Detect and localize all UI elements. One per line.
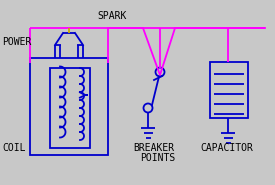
Text: POWER: POWER [2,37,31,47]
Bar [210,62,248,118]
Text: SPARK: SPARK [97,11,126,21]
Bar [50,68,90,148]
Text: COIL: COIL [2,143,26,153]
Text: POINTS: POINTS [140,153,175,163]
Text: BREAKER: BREAKER [133,143,174,153]
Text: CAPACITOR: CAPACITOR [200,143,253,153]
Bar [30,58,108,155]
